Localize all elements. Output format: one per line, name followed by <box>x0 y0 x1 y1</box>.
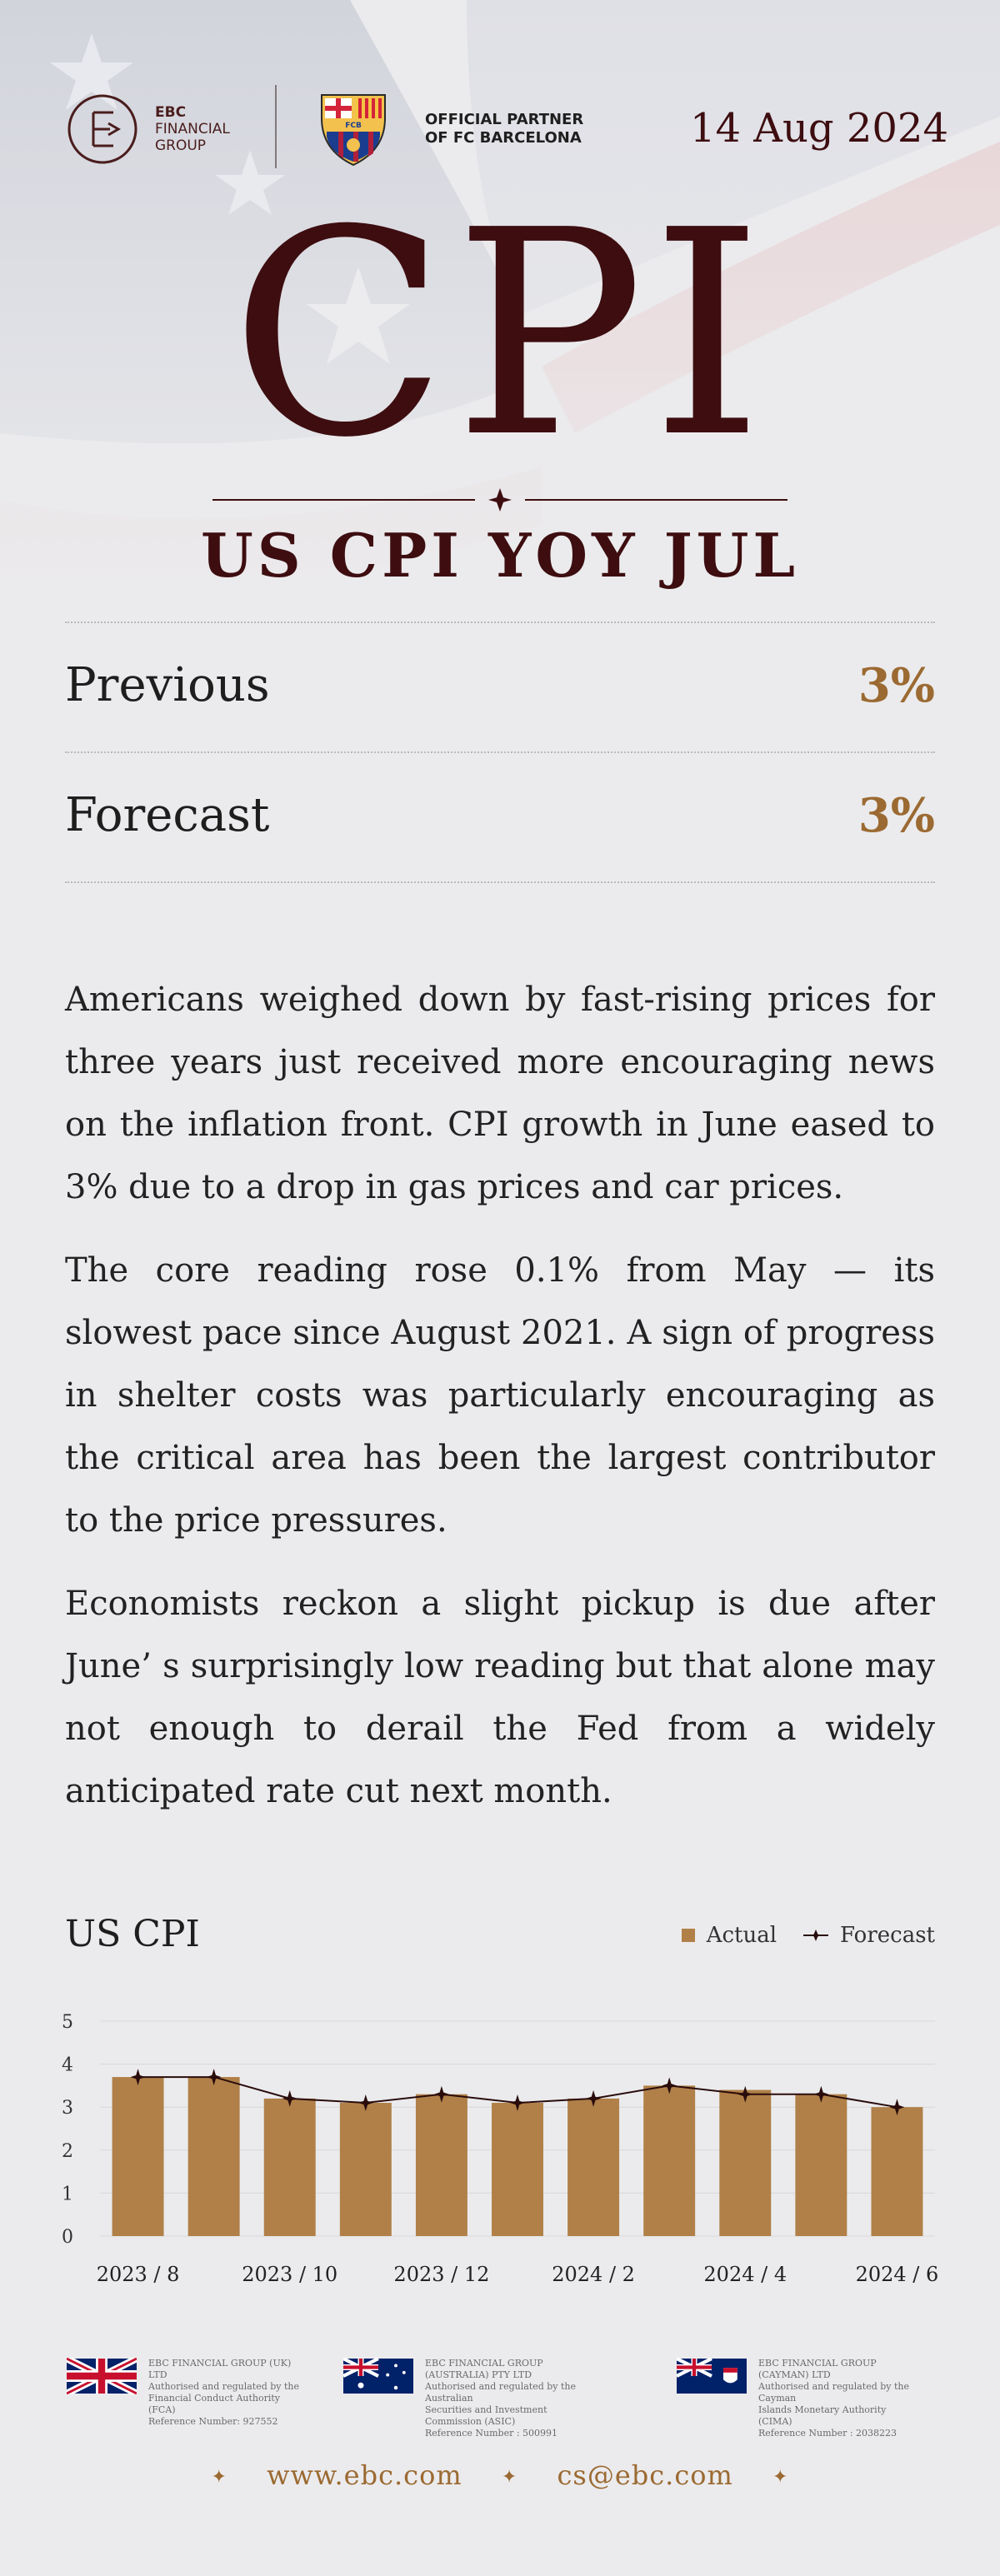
y-tick-label: 4 <box>62 2055 73 2076</box>
stat-label-previous: Previous <box>65 658 270 712</box>
reg-line: Securities and Investment Commission (AS… <box>425 2404 548 2427</box>
chart-legend: Actual Forecast <box>681 1923 935 1948</box>
y-tick-label: 1 <box>62 2184 73 2204</box>
reg-line: Authorised and regulated by the Australi… <box>425 2381 577 2404</box>
y-tick-label: 3 <box>62 2098 73 2119</box>
forecast-point <box>206 2069 222 2086</box>
paragraph-3: Economists reckon a slight pickup is due… <box>65 1585 935 1810</box>
cayman-flag-icon <box>677 2358 747 2394</box>
x-tick-label: 2024 / 2 <box>552 2263 635 2286</box>
ebc-logo[interactable]: EBC FINANCIAL GROUP <box>65 92 230 167</box>
report-date: 14 Aug 2024 <box>689 105 948 152</box>
y-tick-label: 2 <box>62 2141 73 2162</box>
x-tick-label: 2024 / 4 <box>703 2263 787 2286</box>
diamond-icon: ✦ <box>772 2467 789 2488</box>
chart-title: US CPI <box>65 1913 200 1955</box>
regulator-uk: EBC FINANCIAL GROUP (UK) LTD Authorised … <box>67 2358 307 2428</box>
reg-line: Reference Number: 927552 <box>148 2416 278 2427</box>
regulator-uk-text: EBC FINANCIAL GROUP (UK) LTD Authorised … <box>148 2358 307 2428</box>
bar-actual <box>871 2107 923 2236</box>
stat-value-previous: 3% <box>858 658 935 713</box>
us-cpi-chart: 0 1 2 3 4 5 2023 / 8 2023 / 10 2023 / 12 2024 / 2… <box>62 2012 939 2286</box>
brand-line-1: EBC <box>155 104 187 121</box>
legend-forecast-marker <box>803 1930 829 1941</box>
partner-line-2: OF FC BARCELONA <box>425 129 582 147</box>
bar-actual <box>112 2077 164 2236</box>
partner-line-1: OFFICIAL PARTNER <box>425 111 584 128</box>
x-tick-label: 2023 / 10 <box>242 2263 338 2286</box>
hero-title: CPI <box>230 170 770 500</box>
y-tick-label: 0 <box>62 2227 73 2248</box>
divider <box>65 751 935 753</box>
forecast-point <box>358 2094 373 2112</box>
forecast-point <box>130 2069 146 2086</box>
divider <box>65 881 935 883</box>
contact-bar: ✦ www.ebc.com ✦ cs@ebc.com ✦ <box>0 2459 1000 2491</box>
reg-line: EBC FINANCIAL GROUP (AUSTRALIA) PTY LTD <box>425 2358 543 2380</box>
bar-actual <box>263 2098 316 2236</box>
regulator-cayman: EBC FINANCIAL GROUP (CAYMAN) LTD Authori… <box>677 2358 917 2439</box>
reg-line: Reference Number : 2038223 <box>758 2428 898 2439</box>
email-link[interactable]: cs@ebc.com <box>557 2459 733 2491</box>
reg-line: EBC FINANCIAL GROUP (UK) LTD <box>148 2358 292 2380</box>
forecast-point <box>510 2094 525 2112</box>
fc-barcelona-crest: FCB <box>313 88 393 172</box>
reg-line: Authorised and regulated by the <box>148 2381 300 2392</box>
ebc-logo-icon <box>68 94 138 164</box>
legend-actual-label: Actual <box>706 1923 778 1948</box>
regulator-australia: EBC FINANCIAL GROUP (AUSTRALIA) PTY LTD … <box>343 2358 583 2439</box>
title-ornament <box>212 488 788 512</box>
legend-forecast-label: Forecast <box>840 1923 935 1948</box>
diamond-icon: ✦ <box>501 2467 518 2488</box>
x-tick-label: 2024 / 6 <box>856 2263 939 2286</box>
bar-actual <box>795 2094 848 2236</box>
x-tick-label: 2023 / 8 <box>97 2263 180 2286</box>
ebc-logo-text: EBC FINANCIAL GROUP <box>155 104 230 154</box>
forecast-point <box>282 2089 298 2107</box>
bar-actual <box>415 2094 468 2236</box>
diamond-icon: ✦ <box>211 2467 228 2488</box>
uk-flag-icon <box>67 2358 137 2394</box>
bar-actual <box>492 2103 543 2236</box>
bar-actual <box>719 2089 772 2236</box>
forecast-point <box>738 2085 753 2103</box>
reg-line: Islands Monetary Authority (CIMA) <box>758 2404 887 2427</box>
bar-actual <box>339 2103 392 2236</box>
paragraph-2: The core reading rose 0.1% from May — it… <box>65 1251 935 1540</box>
partner-text: OFFICIAL PARTNER OF FC BARCELONA <box>425 111 583 147</box>
stat-value-forecast: 3% <box>858 788 935 843</box>
divider <box>65 622 935 623</box>
reg-line: Reference Number : 500991 <box>425 2428 558 2439</box>
australia-flag-icon <box>343 2358 413 2394</box>
x-tick-label: 2023 / 12 <box>393 2263 489 2286</box>
regulator-australia-text: EBC FINANCIAL GROUP (AUSTRALIA) PTY LTD … <box>425 2358 583 2439</box>
header: EBC FINANCIAL GROUP FCB OFFICIAL PARTNER… <box>0 0 1000 250</box>
forecast-point <box>433 2085 449 2103</box>
us-flag-background <box>0 0 1000 750</box>
crest-text: FCB <box>345 122 362 130</box>
legend-actual-swatch <box>681 1929 695 1942</box>
bar-actual <box>643 2085 696 2236</box>
forecast-point <box>813 2085 829 2103</box>
forecast-point <box>662 2077 678 2094</box>
header-divider <box>275 85 277 168</box>
reg-line: Authorised and regulated by the Cayman <box>758 2381 910 2404</box>
reg-line: EBC FINANCIAL GROUP (CAYMAN) LTD <box>758 2358 877 2380</box>
barcelona-crest-icon: FCB <box>321 94 386 167</box>
paragraph-1: Americans weighed down by fast-rising pr… <box>65 981 935 1206</box>
forecast-point <box>889 2099 905 2116</box>
forecast-point <box>586 2089 602 2107</box>
brand-line-2: FINANCIAL <box>155 121 230 137</box>
bar-actual <box>568 2098 620 2236</box>
regulator-cayman-text: EBC FINANCIAL GROUP (CAYMAN) LTD Authori… <box>758 2358 917 2439</box>
website-link[interactable]: www.ebc.com <box>267 2459 462 2491</box>
hero-subtitle: US CPI YOY JUL <box>200 520 800 591</box>
bar-actual <box>188 2077 240 2236</box>
stat-label-forecast: Forecast <box>65 788 270 842</box>
y-tick-label: 5 <box>62 2012 73 2033</box>
reg-line: Financial Conduct Authority (FCA) <box>148 2393 281 2415</box>
brand-line-3: GROUP <box>155 137 207 154</box>
